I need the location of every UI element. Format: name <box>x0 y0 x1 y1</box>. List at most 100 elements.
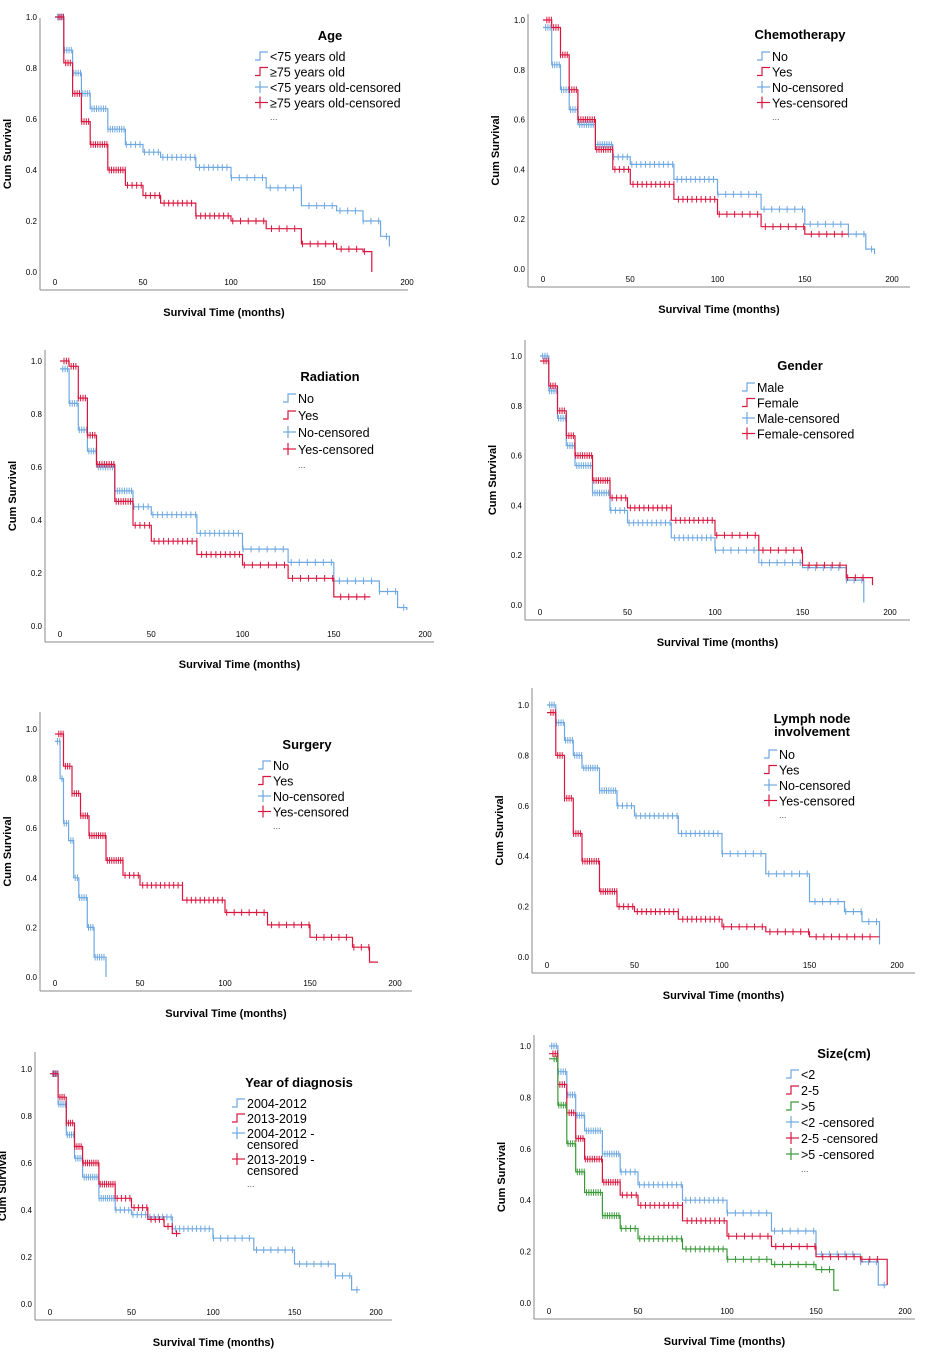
y-tick-label: 0.2 <box>26 217 38 226</box>
legend-item-1: No <box>283 392 314 406</box>
legend-label: No-censored <box>772 81 844 95</box>
x-tick-label: 0 <box>538 608 543 617</box>
legend-item-3: 2004-2012 -censored <box>232 1127 314 1152</box>
panel-title: Size(cm) <box>817 1046 870 1061</box>
y-tick-label: 0.8 <box>21 1112 33 1121</box>
y-tick-label: 0.0 <box>21 1300 33 1309</box>
legend-more: ... <box>270 112 278 122</box>
y-tick-label: 0.0 <box>518 953 530 962</box>
x-tick-label: 100 <box>715 961 729 970</box>
legend-label: 2013-2019 -censored <box>247 1153 314 1178</box>
x-axis-label: Survival Time (months) <box>163 307 285 319</box>
y-tick-label: 0.2 <box>21 1253 33 1262</box>
x-tick-label: 100 <box>218 979 232 988</box>
x-tick-label: 0 <box>48 1308 53 1317</box>
x-axis-label: Survival Time (months) <box>179 659 301 671</box>
y-tick-label: 0.8 <box>511 402 523 411</box>
x-tick-label: 50 <box>623 608 632 617</box>
legend-item-1: <2 <box>786 1068 815 1082</box>
legend-item-3: No-censored <box>283 426 370 440</box>
y-axis-label: Cum Survival <box>496 1142 508 1212</box>
x-tick-label: 150 <box>798 275 812 284</box>
legend-label: Yes-censored <box>298 443 374 457</box>
km-panel-size: 0.0 0.2 0.4 0.6 0.8 1.0 0 50 100 150 200 Survival T… <box>496 1035 915 1348</box>
x-tick-label: 100 <box>708 608 722 617</box>
legend-item-1: No <box>757 50 788 64</box>
x-tick-label: 100 <box>711 275 725 284</box>
y-tick-label: 0.8 <box>518 751 530 760</box>
km-panel-chemotherapy: 0.0 0.2 0.4 0.6 0.8 1.0 0 50 100 150 200 Survival T… <box>490 14 910 316</box>
y-tick-label: 1.0 <box>26 725 38 734</box>
x-tick-label: 0 <box>53 278 58 287</box>
censor-marks-2 <box>53 1070 177 1237</box>
y-tick-label: 0.4 <box>31 516 43 525</box>
y-axis-label: Cum Survival <box>490 115 502 185</box>
x-tick-label: 0 <box>58 630 63 639</box>
km-curve-2 <box>55 16 373 272</box>
y-tick-label: 0.0 <box>511 601 523 610</box>
legend-step-icon <box>786 1101 799 1111</box>
censor-marks-1 <box>551 1042 885 1289</box>
legend-label: Yes-censored <box>772 97 848 111</box>
y-axis-label: Cum Survival <box>0 1151 9 1221</box>
legend-item-3: >5 <box>786 1100 815 1114</box>
y-tick-label: 0.2 <box>511 551 523 560</box>
y-tick-label: 0.8 <box>31 410 43 419</box>
legend-more: ... <box>779 810 787 820</box>
y-tick-label: 0.6 <box>26 115 38 124</box>
legend-label: 2-5 <box>801 1084 819 1098</box>
legend-label: ≥75 years old-censored <box>270 97 401 111</box>
x-tick-label: 50 <box>139 278 148 287</box>
legend-step-icon <box>283 393 296 403</box>
legend-item-2: ≥75 years old <box>255 66 345 80</box>
legend-item-3: No-censored <box>757 81 844 95</box>
legend-label: No <box>298 392 314 406</box>
legend-label: No-censored <box>779 779 851 793</box>
y-tick-label: 0.6 <box>514 116 526 125</box>
legend-label: No <box>779 748 795 762</box>
y-tick-label: 0.0 <box>31 622 43 631</box>
legend-step-icon <box>757 66 770 77</box>
legend-more: ... <box>801 1164 809 1174</box>
km-curve-2 <box>540 360 874 586</box>
y-tick-label: 0.8 <box>514 66 526 75</box>
legend-label: Yes <box>298 409 318 423</box>
y-tick-label: 0.6 <box>21 1159 33 1168</box>
legend-step-icon <box>742 382 755 392</box>
legend-label: 2013-2019 <box>247 1112 307 1126</box>
legend-item-1: Male <box>742 381 784 395</box>
legend-item-2: 2013-2019 <box>232 1112 307 1126</box>
legend-item-3: No-censored <box>764 779 851 793</box>
censor-marks-2 <box>58 730 370 951</box>
y-tick-label: 0.6 <box>31 463 43 472</box>
x-tick-label: 150 <box>303 979 317 988</box>
legend-label: Yes <box>772 66 792 80</box>
legend-label: 2004-2012 <box>247 1097 307 1111</box>
legend-label: 2004-2012 -censored <box>247 1127 314 1152</box>
legend-step-icon <box>786 1069 799 1079</box>
km-curve-1 <box>55 740 107 977</box>
x-tick-label: 100 <box>224 278 238 287</box>
km-curve-2 <box>55 733 378 963</box>
y-tick-label: 0.4 <box>514 165 526 174</box>
km-curve-1 <box>547 704 881 945</box>
legend-label: 2-5 -censored <box>801 1132 878 1146</box>
y-tick-label: 1.0 <box>31 357 43 366</box>
x-axis-label: Survival Time (months) <box>658 304 780 316</box>
legend-item-6: >5 -censored <box>786 1148 874 1162</box>
legend-label: Yes <box>273 775 293 789</box>
km-curve-2 <box>543 19 849 235</box>
km-panel-radiation: 0.0 0.2 0.4 0.6 0.8 1.0 0 50 100 150 200 Survival T… <box>7 350 434 671</box>
legend-label: No <box>273 759 289 773</box>
legend-label: Yes <box>779 764 799 778</box>
censor-marks-1 <box>51 1070 358 1294</box>
x-tick-label: 150 <box>327 630 341 639</box>
legend-label: Male-censored <box>757 412 840 426</box>
km-curve-1 <box>60 368 408 611</box>
censor-marks-2 <box>543 357 864 581</box>
legend-item-4: <2 -censored <box>786 1116 874 1130</box>
km-panel-lymph_node: 0.0 0.2 0.4 0.6 0.8 1.0 0 50 100 150 200 Survival T… <box>494 688 915 1002</box>
legend-label: No-censored <box>273 790 345 804</box>
legend-label: No-censored <box>298 426 370 440</box>
x-tick-label: 150 <box>809 1307 823 1316</box>
